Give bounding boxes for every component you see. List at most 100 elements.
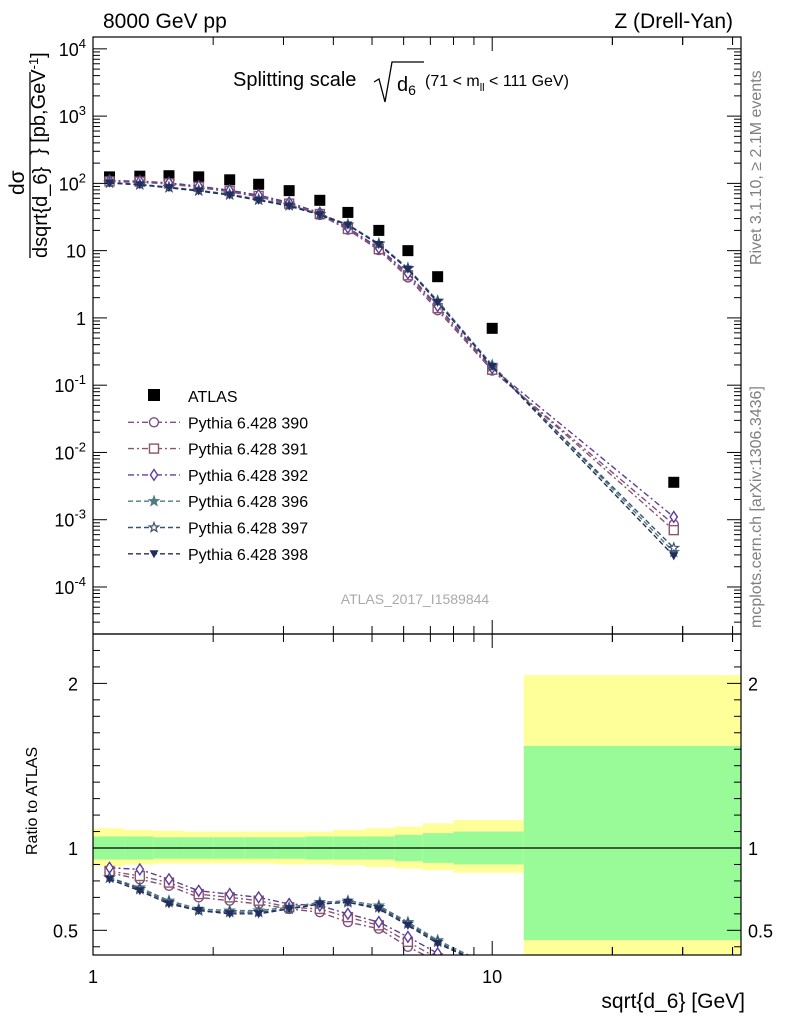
ratio-point (135, 862, 145, 877)
legend-label: Pythia 6.428 390 (188, 415, 308, 432)
x-tick-label: 10 (482, 967, 502, 987)
data-point-atlas (253, 178, 265, 190)
y-tick-label: 10-2 (54, 439, 86, 463)
mcplots-label: mcplots.cern.ch [arXiv:1306.3436] (748, 386, 765, 628)
data-point (487, 362, 497, 371)
legend-label: Pythia 6.428 397 (188, 521, 308, 538)
ratio-point (284, 905, 294, 914)
ratio-point (343, 898, 353, 907)
legend-marker (147, 494, 161, 507)
legend-label: ATLAS (188, 389, 238, 406)
legend-marker (149, 468, 159, 482)
ratio-point (135, 887, 145, 896)
axis-ticks (92, 37, 741, 955)
ratio-line-Pythia-6428-396 (109, 876, 470, 955)
svg-text:(71 < mll < 111 GeV): (71 < mll < 111 GeV) (425, 73, 569, 94)
data-point (374, 240, 384, 250)
legend-label: Pythia 6.428 392 (188, 468, 308, 485)
data-point-atlas (432, 271, 444, 283)
ratio-line-Pythia-6428-398 (109, 878, 465, 955)
series-line-Pythia-6428-398 (109, 182, 675, 557)
data-point-atlas (193, 171, 205, 183)
data-point (403, 265, 413, 274)
x-axis-label: sqrt{d_6} [GeV] (601, 990, 745, 1013)
ratio-point (194, 884, 204, 898)
data-point-atlas (373, 224, 385, 236)
ratio-plot-series (103, 861, 678, 986)
ratio-point (669, 977, 678, 986)
data-point (105, 179, 115, 188)
svg-text:} [pb,GeV-1]: } [pb,GeV-1] (26, 52, 50, 155)
svg-text:dsqrt{d_6}: dsqrt{d_6} (30, 166, 52, 258)
main-plot-series (103, 170, 681, 561)
ratio-point (225, 910, 235, 919)
ratio-point (433, 939, 443, 948)
y-axis-label: dσ dsqrt{d_6} } [pb,GeV-1] (6, 52, 52, 258)
ratio-point (343, 907, 353, 921)
y-tick-label: 10 (66, 242, 86, 262)
ratio-tick-label-left: 0.5 (53, 921, 78, 941)
data-point (135, 181, 145, 190)
ratio-tick-label-left: 2 (68, 674, 78, 694)
header-right: Z (Drell-Yan) (614, 10, 733, 33)
series-line-Pythia-6428-397 (109, 182, 675, 549)
legend-marker (148, 417, 160, 428)
data-point (669, 510, 679, 524)
data-point-atlas (486, 322, 498, 334)
data-point (343, 221, 353, 230)
stat-uncertainty-band (523, 745, 741, 941)
data-point (225, 191, 235, 200)
data-point-atlas (342, 206, 354, 218)
ratio-point (669, 969, 678, 978)
y-tick-label: 103 (59, 103, 86, 127)
ratio-point (403, 921, 413, 930)
ratio-point (225, 887, 235, 901)
y-tick-label: 10-4 (54, 574, 86, 598)
y-tick-label: 1 (76, 309, 86, 329)
y-tick-label: 10-1 (54, 372, 86, 396)
data-point-atlas (314, 194, 326, 206)
ratio-point (433, 957, 442, 966)
ratio-plot-frame (92, 633, 742, 956)
data-point-atlas (668, 476, 680, 488)
data-point (667, 541, 681, 554)
rivet-label: Rivet 3.1.10, ≥ 2.1M events (748, 70, 765, 265)
data-point (164, 184, 174, 193)
legend-marker (147, 520, 161, 533)
y-tick-label: 10-3 (54, 507, 86, 531)
ratio-point (670, 958, 677, 969)
data-point (433, 298, 443, 307)
data-point-atlas (283, 185, 295, 197)
sqrt-sign (373, 61, 424, 103)
data-point-atlas (224, 174, 236, 186)
ratio-point (315, 900, 325, 909)
legend: ATLAS Pythia 6.428 390 Pythia 6.428 391 Pyt… (128, 389, 308, 564)
legend-marker-atlas (148, 389, 160, 401)
main-plot-frame (92, 36, 742, 635)
ratio-tick-label-right: 1 (748, 839, 758, 859)
ratio-point (254, 910, 264, 919)
svg-text:d6: d6 (397, 74, 416, 98)
ratio-point (164, 872, 174, 886)
ratio-point (164, 900, 174, 909)
data-point-atlas (163, 170, 175, 182)
legend-marker (148, 443, 160, 454)
legend-marker (149, 550, 159, 559)
ratio-point (105, 875, 115, 884)
legend-label: Pythia 6.428 391 (188, 442, 308, 459)
svg-text:dσ: dσ (6, 170, 29, 195)
ratio-uncertainty-bands (93, 675, 741, 955)
data-point (669, 552, 679, 561)
legend-label: Pythia 6.428 398 (188, 547, 308, 564)
ratio-point (433, 946, 443, 955)
legend-label: Pythia 6.428 396 (188, 494, 308, 511)
y-tick-label: 104 (59, 36, 86, 60)
data-point (668, 524, 679, 536)
ratio-tick-label-right: 0.5 (748, 921, 773, 941)
data-point-atlas (402, 245, 414, 257)
series-line-Pythia-6428-392 (109, 179, 675, 518)
data-point (194, 187, 204, 196)
plot-title-text: Splitting scale (233, 69, 356, 91)
